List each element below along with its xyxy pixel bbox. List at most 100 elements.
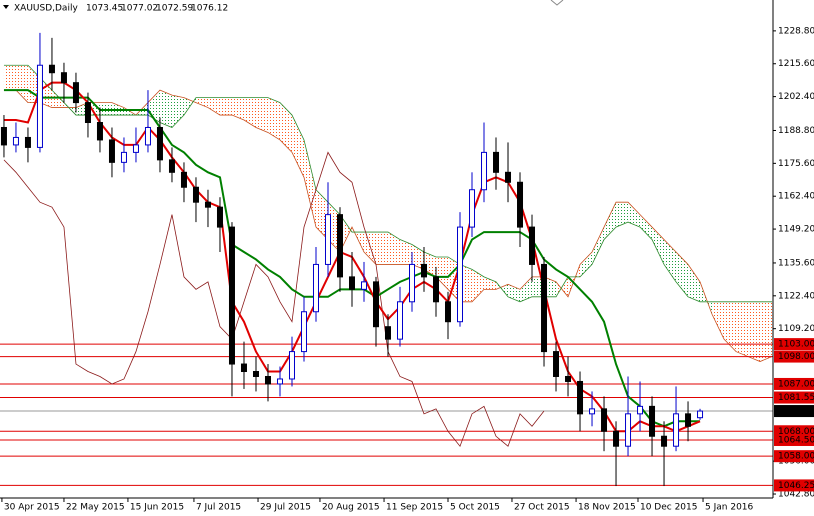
x-tick-label: 29 Jul 2015 xyxy=(260,503,311,513)
cloud-segment xyxy=(580,251,593,277)
candle-body xyxy=(288,351,295,380)
x-tick-label: 22 May 2015 xyxy=(66,503,125,513)
candle-body xyxy=(264,375,271,385)
level-label: 1058.00 xyxy=(778,452,814,462)
candle-body xyxy=(397,301,404,340)
y-tick-label: 1162.40 xyxy=(778,192,814,202)
cloud-segment xyxy=(412,244,425,270)
level-box xyxy=(774,450,814,463)
x-tick-label: 11 Sep 2015 xyxy=(386,503,443,513)
candle-body xyxy=(108,139,115,163)
candle-body xyxy=(613,430,620,447)
level-box xyxy=(774,479,814,492)
cloud-segment xyxy=(616,202,629,228)
candle-body xyxy=(156,126,163,161)
plot-area xyxy=(0,32,773,487)
candle-body xyxy=(529,226,536,265)
candle-body xyxy=(541,263,548,353)
candle-body xyxy=(505,171,512,183)
candle-body xyxy=(24,136,31,148)
cloud-segment xyxy=(388,232,401,265)
shift-marker xyxy=(550,0,564,6)
cloud-segment xyxy=(27,65,40,103)
price-box xyxy=(774,405,814,418)
candle-body xyxy=(96,122,103,141)
cloud-segment xyxy=(436,256,449,290)
y-tick-label: 1215.60 xyxy=(778,59,814,69)
cloud-segment xyxy=(267,97,280,140)
candle-body xyxy=(168,159,175,173)
x-tick-label: 5 Oct 2015 xyxy=(450,503,500,513)
candle-body xyxy=(673,413,680,447)
candle-body xyxy=(48,64,55,74)
candle-body xyxy=(360,281,367,290)
cloud-segment xyxy=(460,264,473,302)
y-tick-label: 1109.20 xyxy=(778,324,814,334)
candle-body xyxy=(481,151,488,191)
candle-body xyxy=(589,408,596,415)
candle-body xyxy=(312,263,319,313)
cloud-segment xyxy=(628,202,641,228)
level-label: 1064.50 xyxy=(778,435,814,445)
high-value: 1077.02 xyxy=(121,4,158,14)
senkou-span-b xyxy=(3,64,773,303)
candle-body xyxy=(457,226,464,323)
cloud-segment xyxy=(279,102,292,153)
x-tick-label: 10 Dec 2015 xyxy=(640,503,698,513)
candle-body xyxy=(577,380,584,415)
candle-body xyxy=(120,151,127,163)
candle-body xyxy=(445,301,452,323)
cloud-segment xyxy=(255,97,268,133)
cloud-segment xyxy=(99,102,112,116)
low-value: 1072.59 xyxy=(156,4,193,14)
cloud-segment xyxy=(291,115,304,178)
collapse-icon xyxy=(3,5,9,9)
candle-body xyxy=(324,214,331,265)
level-label: 1081.55 xyxy=(778,393,814,403)
cloud-segment xyxy=(15,65,28,103)
candle-body xyxy=(84,102,91,124)
cloud-segment xyxy=(484,276,497,290)
candle-body xyxy=(685,413,692,427)
cloud-segment xyxy=(592,227,605,265)
open-value: 1073.45 xyxy=(86,4,123,14)
level-box xyxy=(774,377,814,390)
y-tick-label: 1135.60 xyxy=(778,258,814,268)
cloud-segment xyxy=(544,276,557,297)
cloud-segment xyxy=(243,97,256,128)
cloud-segment xyxy=(472,269,485,302)
x-tick-label: 30 Apr 2015 xyxy=(4,503,60,513)
chikou-span xyxy=(3,151,545,448)
candle-body xyxy=(228,226,235,365)
y-tick-label: 1202.40 xyxy=(778,92,814,102)
candle-body xyxy=(336,214,343,278)
candle-body xyxy=(60,72,67,84)
x-tick-label: 5 Jan 2016 xyxy=(705,503,753,513)
cloud-segment xyxy=(724,301,737,352)
candle-body xyxy=(204,201,211,208)
cloud-segment xyxy=(664,239,677,282)
cloud-segment xyxy=(303,139,316,228)
y-tick-label: 1149.20 xyxy=(778,225,814,235)
cloud-segment xyxy=(231,97,244,121)
price-label: 1076.12 xyxy=(778,407,814,417)
candle-body xyxy=(565,375,572,382)
level-label: 1098.00 xyxy=(778,352,814,362)
cloud-segment xyxy=(640,214,653,240)
cloud-segment xyxy=(652,227,665,265)
cloud-segment xyxy=(315,189,328,240)
candle-body xyxy=(144,126,151,146)
candle-body xyxy=(348,276,355,290)
candle-body xyxy=(180,171,187,188)
candle-body xyxy=(493,151,500,173)
level-label: 1087.00 xyxy=(778,379,814,389)
x-tick-label: 27 Oct 2015 xyxy=(514,503,570,513)
candle-body xyxy=(649,405,656,437)
candle-body xyxy=(12,136,19,146)
y-tick-label: 1188.80 xyxy=(778,126,814,136)
cloud-segment xyxy=(111,102,124,116)
y-tick-label: 1228.80 xyxy=(778,26,814,36)
cloud-segment xyxy=(688,264,701,302)
y-tick-label: 1122.40 xyxy=(778,291,814,301)
